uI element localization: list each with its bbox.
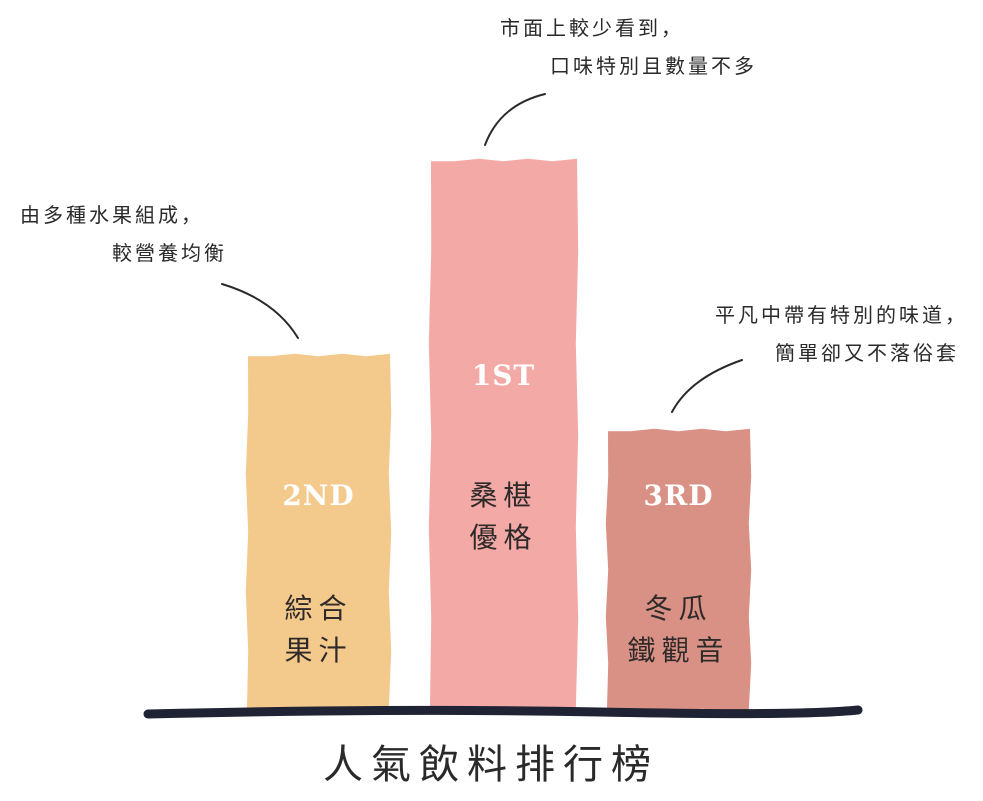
- bar-name-label: 冬瓜: [644, 592, 712, 625]
- chart-title: 人氣飲料排行榜: [323, 742, 659, 788]
- bar-name-label: 果汁: [284, 634, 352, 667]
- annotation-text: 由多種水果組成，: [20, 203, 204, 227]
- chart-baseline: [143, 705, 863, 719]
- bar-name-label: 優格: [469, 521, 537, 554]
- bar-rank-label: 1ST: [472, 359, 536, 392]
- annotation-leader-line: [671, 359, 743, 413]
- bar-3rd: [605, 428, 752, 712]
- annotation-leader-line: [221, 283, 299, 339]
- annotation-text: 市面上較少看到，: [500, 16, 684, 40]
- bar-name-label: 鐵觀音: [627, 634, 729, 667]
- annotation-text: 口味特別且數量不多: [550, 54, 757, 78]
- bar-2nd: [245, 353, 392, 712]
- annotation-text: 較營養均衡: [112, 241, 227, 265]
- annotation-text: 簡單卻又不落俗套: [775, 341, 959, 365]
- notes-layer: 由多種水果組成， 較營養均衡 市面上較少看到， 口味特別且數量不多平凡中帶有特別的味道…: [20, 16, 968, 413]
- bar-rank-label: 2ND: [282, 479, 354, 512]
- bar-name-label: 綜合: [284, 592, 352, 625]
- bar-name-label: 桑椹: [469, 479, 537, 512]
- bar-rank-label: 3RD: [643, 479, 713, 512]
- annotation-text: 平凡中帶有特別的味道，: [715, 303, 968, 327]
- bars-layer: [245, 158, 752, 712]
- annotation-leader-line: [484, 93, 546, 146]
- bar-1st: [428, 158, 579, 712]
